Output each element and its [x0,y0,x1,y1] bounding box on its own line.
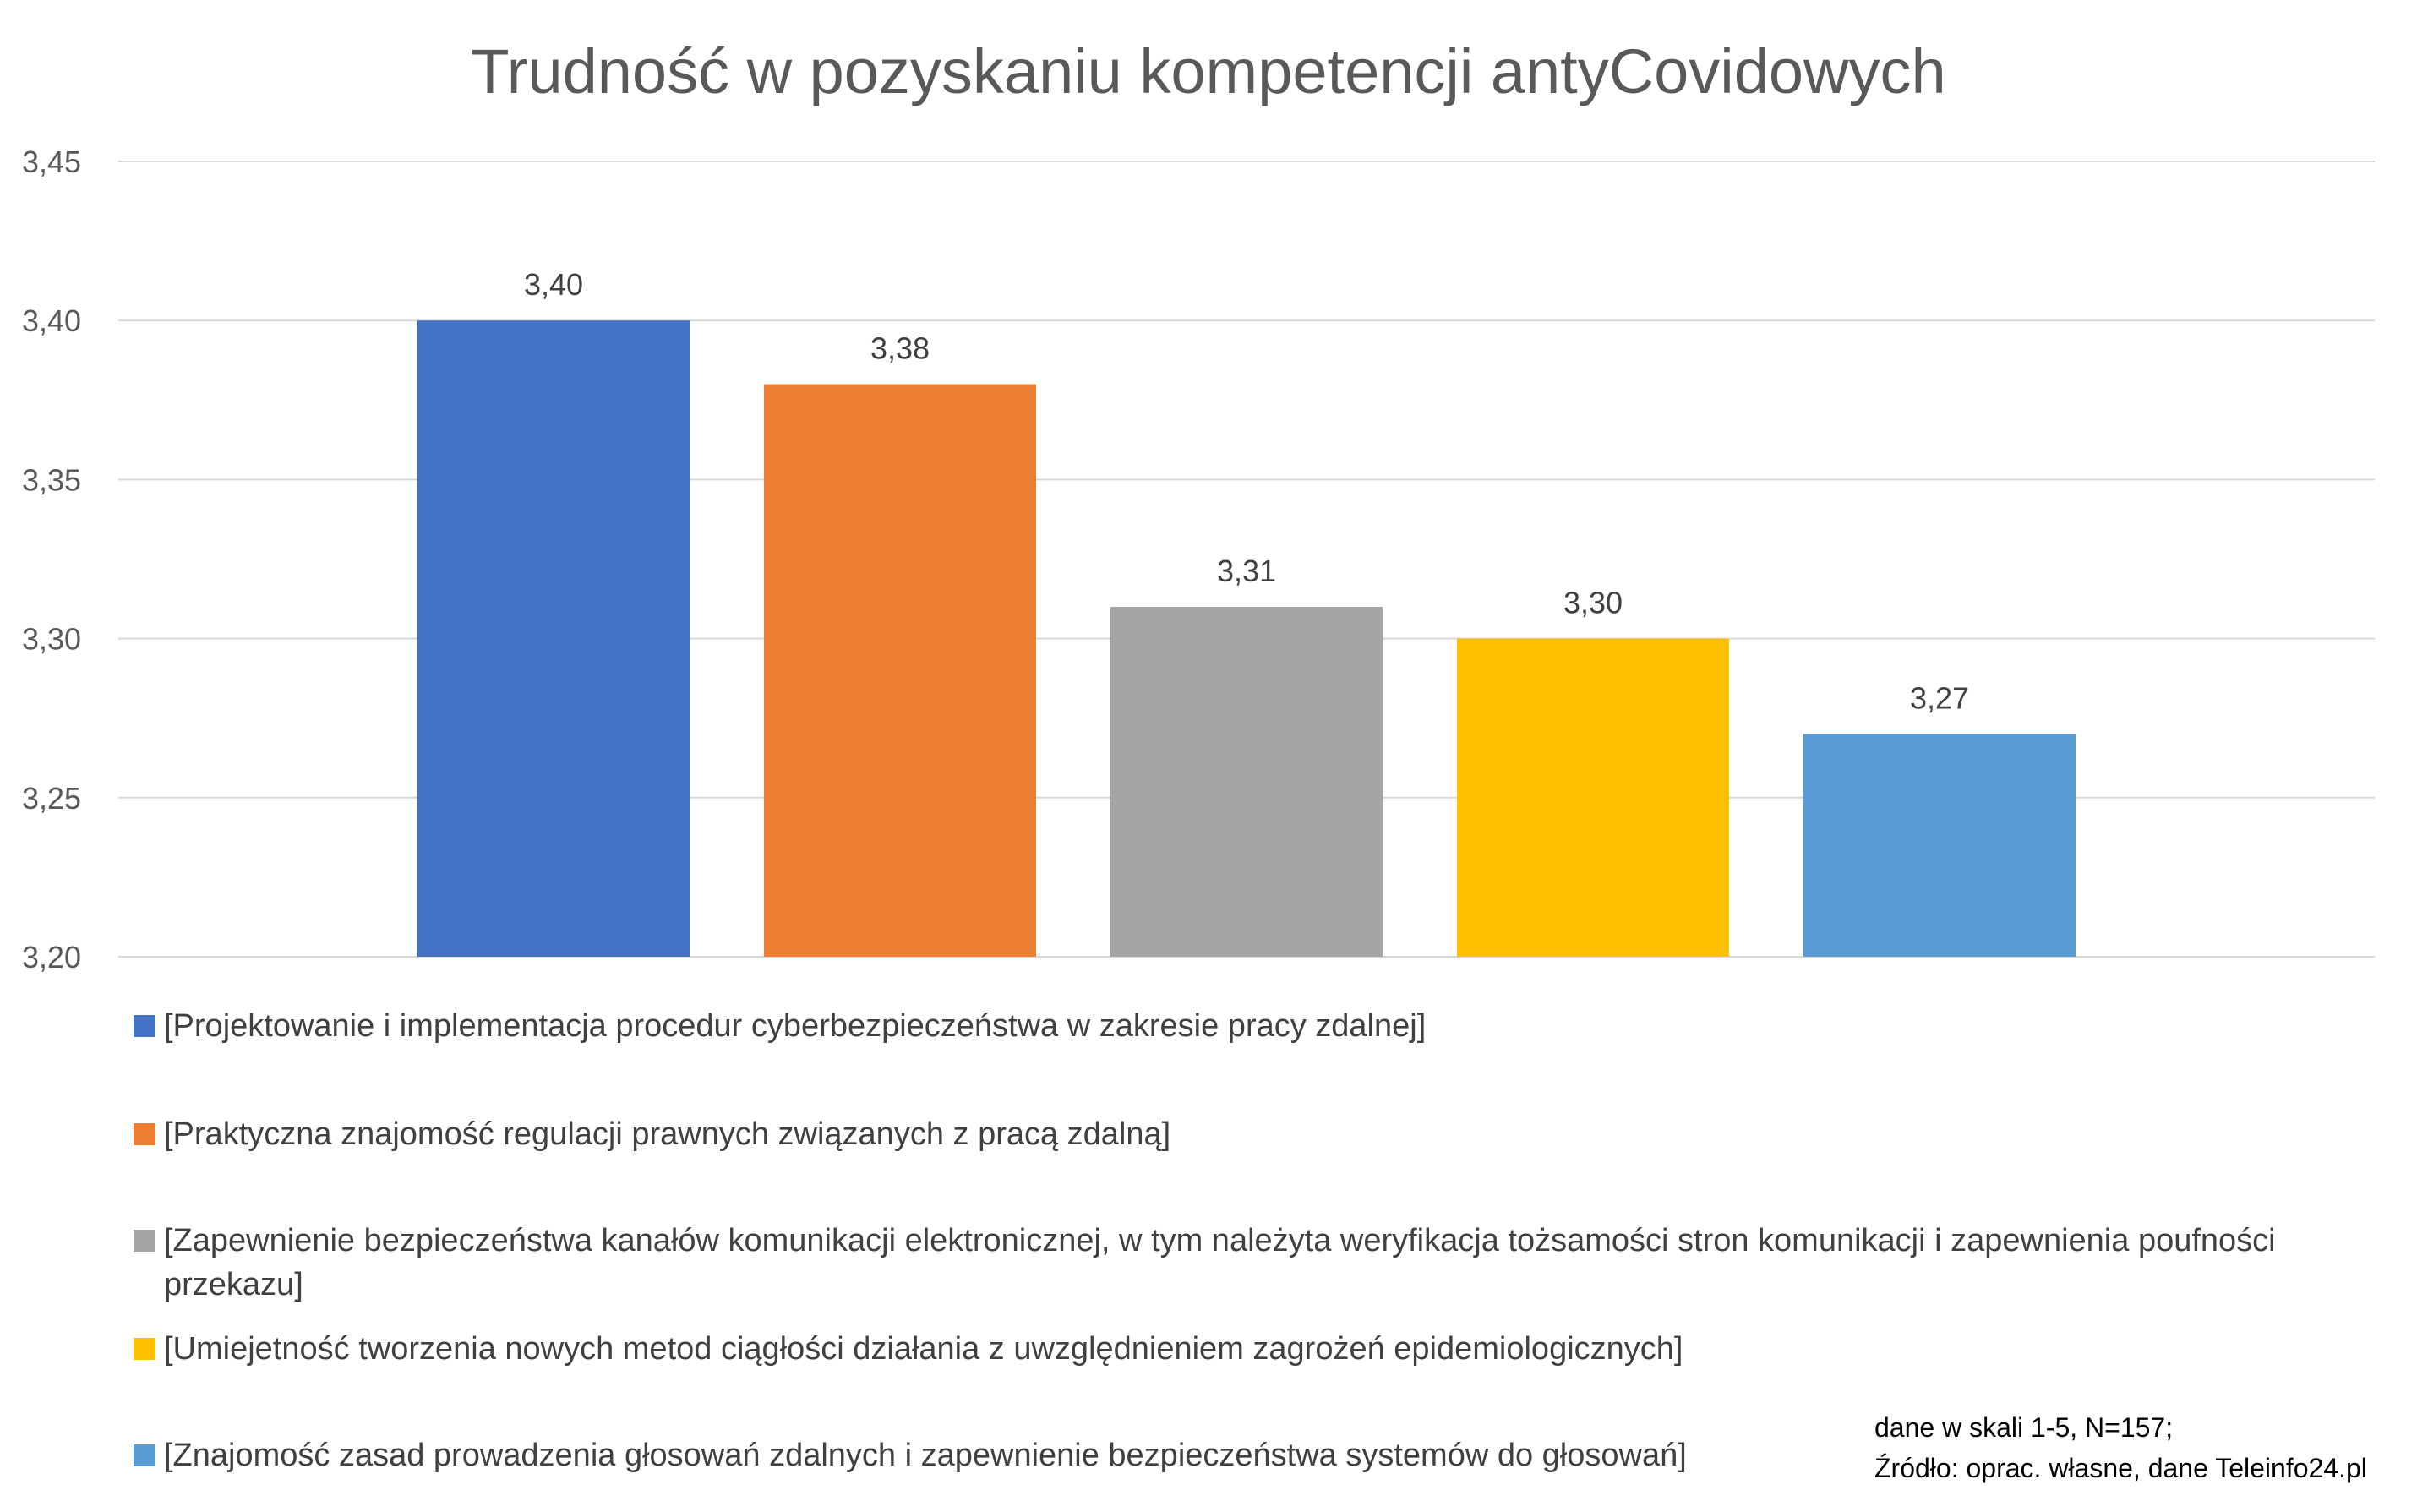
data-label: 3,31 [1217,554,1276,588]
legend-swatch [134,1123,155,1145]
legend-label: [Praktyczna znajomość regulacji prawnych… [164,1116,1171,1152]
y-tick-label: 3,40 [22,303,81,338]
legend-label: [Umiejetność tworzenia nowych metod ciąg… [164,1331,1683,1367]
chart-legend: [Projektowanie i implementacja procedur … [134,1004,2297,1484]
source-note-origin: Źródło: oprac. własne, dane Teleinfo24.p… [1874,1453,2367,1483]
bar [1457,638,1729,957]
y-tick-label: 3,45 [22,145,81,179]
source-note: dane w skali 1-5, N=157; Źródło: oprac. … [1874,1407,2367,1488]
y-tick-label: 3,25 [22,781,81,816]
legend-item: [Znajomość zasad prowadzenia głosowań zd… [134,1433,2297,1484]
legend-swatch [134,1338,155,1360]
chart-title: Trudność w pozyskaniu kompetencji antyCo… [471,36,1946,106]
data-label: 3,30 [1563,586,1623,620]
legend-label: [Zapewnienie bezpieczeństwa kanałów komu… [164,1223,2276,1302]
data-label: 3,27 [1910,681,1969,716]
legend-item: [Praktyczna znajomość regulacji prawnych… [134,1112,2297,1219]
source-note-scale: dane w skali 1-5, N=157; [1874,1412,2174,1443]
data-label: 3,38 [870,330,930,365]
legend-item: [Umiejetność tworzenia nowych metod ciąg… [134,1327,2297,1433]
legend-label: [Projektowanie i implementacja procedur … [164,1008,1427,1044]
bar [417,320,690,957]
y-tick-label: 3,30 [22,622,81,657]
legend-swatch [134,1444,155,1466]
y-tick-label: 3,35 [22,462,81,497]
y-tick-label: 3,20 [22,940,81,974]
legend-label: [Znajomość zasad prowadzenia głosowań zd… [164,1438,1687,1473]
bar [1110,606,1383,957]
legend-swatch [134,1015,155,1037]
legend-item: [Projektowanie i implementacja procedur … [134,1004,2297,1112]
legend-swatch [134,1230,155,1252]
bar [764,384,1036,958]
legend-item: [Zapewnienie bezpieczeństwa kanałów komu… [134,1219,2297,1327]
bar [1803,734,2076,957]
data-label: 3,40 [524,267,583,302]
